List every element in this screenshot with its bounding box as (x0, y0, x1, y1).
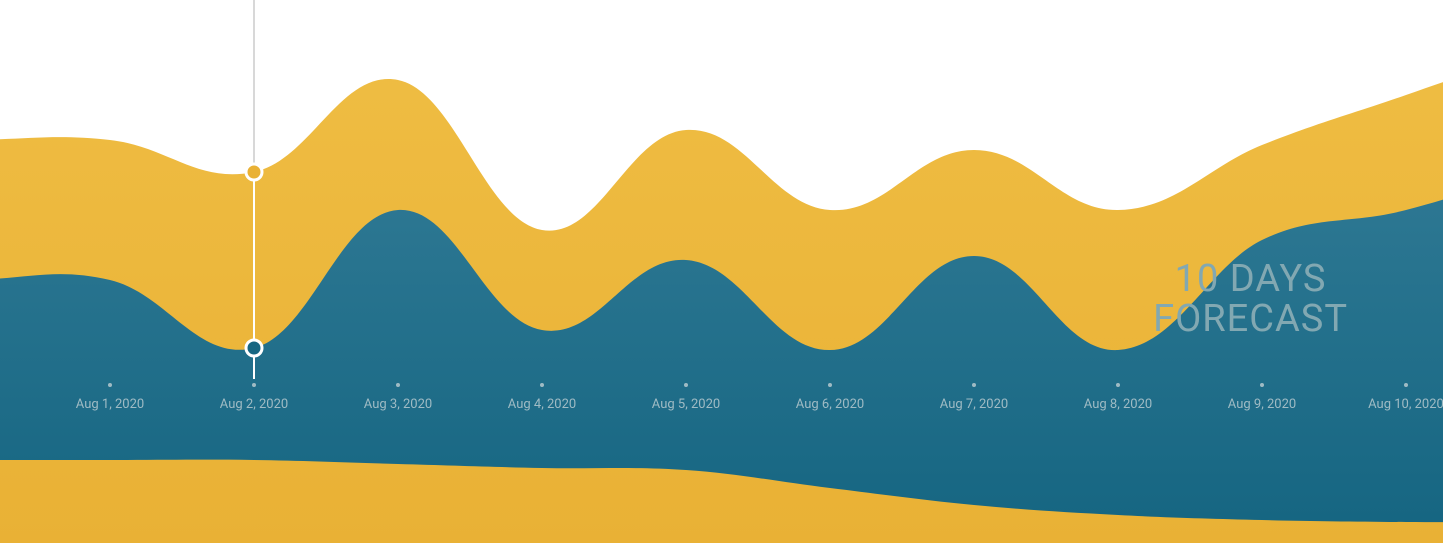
x-tick-dot (108, 383, 112, 387)
x-tick-label: Aug 9, 2020 (1228, 397, 1296, 412)
x-tick-dot (396, 383, 400, 387)
x-tick-label: Aug 3, 2020 (364, 397, 432, 412)
x-tick-label: Aug 2, 2020 (220, 397, 288, 412)
x-tick-dot (828, 383, 832, 387)
x-tick-dot (1116, 383, 1120, 387)
x-tick-label: Aug 10, 2020 (1368, 397, 1443, 412)
x-tick-dot (540, 383, 544, 387)
x-tick-label: Aug 8, 2020 (1084, 397, 1152, 412)
x-tick-dot (972, 383, 976, 387)
hover-marker-yellow (246, 164, 262, 180)
x-tick-label: Aug 7, 2020 (940, 397, 1008, 412)
x-tick-label: Aug 5, 2020 (652, 397, 720, 412)
x-tick-label: Aug 6, 2020 (796, 397, 864, 412)
x-tick-dot (1260, 383, 1264, 387)
x-tick-dot (684, 383, 688, 387)
forecast-area-chart[interactable]: Aug 1, 2020 Aug 2, 2020 Aug 3, 2020 Aug 4, … (0, 0, 1443, 543)
x-tick-label: Aug 4, 2020 (508, 397, 576, 412)
x-tick-dot (252, 383, 256, 387)
x-tick-label: Aug 1, 2020 (76, 397, 144, 412)
x-tick-dot (1404, 383, 1408, 387)
hover-marker-teal (246, 340, 262, 356)
